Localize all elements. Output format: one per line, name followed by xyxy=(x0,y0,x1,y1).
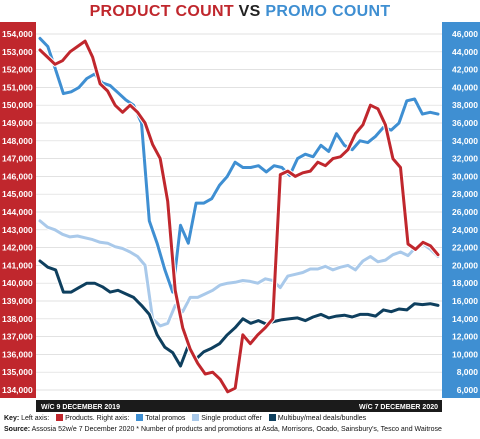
left-axis-tick-label: 141,000 xyxy=(2,260,33,270)
left-axis-tick-label: 149,000 xyxy=(2,118,33,128)
right-axis-tick-label: 12,000 xyxy=(452,332,478,342)
right-axis-tick-label: 14,000 xyxy=(452,314,478,324)
right-axis-tick-label: 20,000 xyxy=(452,260,478,270)
left-axis-tick-label: 142,000 xyxy=(2,243,33,253)
source-label: Source: xyxy=(4,426,31,433)
left-axis-band xyxy=(0,22,36,398)
chart-title: PRODUCT COUNT VS PROMO COUNT xyxy=(0,3,480,21)
x-axis-start-label: W/C 9 DECEMBER 2019 xyxy=(41,404,120,411)
right-axis-tick-label: 44,000 xyxy=(452,47,478,57)
legend-swatch-products xyxy=(56,414,64,421)
right-axis-tick-label: 18,000 xyxy=(452,278,478,288)
left-axis-tick-label: 144,000 xyxy=(2,207,33,217)
left-axis-tick-label: 153,000 xyxy=(2,47,33,57)
right-axis-tick-label: 8,000 xyxy=(457,367,479,377)
left-axis-tick-label: 143,000 xyxy=(2,225,33,235)
series-line-products xyxy=(38,39,440,394)
legend-key-label: Key: xyxy=(4,415,20,422)
title-product-count: PRODUCT COUNT xyxy=(89,3,234,20)
legend-total-promos: Total promos xyxy=(145,415,186,422)
legend-swatch-multibuy xyxy=(268,414,276,421)
title-promo-count: PROMO COUNT xyxy=(265,3,391,20)
source-text: Assosia 52w/e 7 December 2020 * Number o… xyxy=(31,426,442,433)
left-axis-tick-label: 137,000 xyxy=(2,332,33,342)
left-axis-tick-label: 140,000 xyxy=(2,278,33,288)
series-line-multibuy-meal-deals-bundles xyxy=(38,259,440,368)
right-axis-tick-label: 40,000 xyxy=(452,82,478,92)
series-line-single-product-offer xyxy=(38,219,440,328)
legend-products: Products. Right axis: xyxy=(65,415,130,422)
x-axis-end-label: W/C 7 DECEMBER 2020 xyxy=(359,404,438,411)
left-axis-tick-label: 145,000 xyxy=(2,189,33,199)
source-note: Source: Assosia 52w/e 7 December 2020 * … xyxy=(4,425,476,434)
series-line-total-promos xyxy=(38,36,440,294)
right-axis-tick-label: 46,000 xyxy=(452,29,478,39)
left-axis-tick-label: 136,000 xyxy=(2,349,33,359)
right-axis-tick-label: 32,000 xyxy=(452,154,478,164)
right-axis-tick-label: 16,000 xyxy=(452,296,478,306)
right-axis-tick-label: 34,000 xyxy=(452,136,478,146)
title-vs: VS xyxy=(238,3,261,20)
left-axis-tick-label: 148,000 xyxy=(2,136,33,146)
left-axis-tick-label: 154,000 xyxy=(2,29,33,39)
date-band xyxy=(36,400,442,412)
right-axis-tick-label: 30,000 xyxy=(452,171,478,181)
legend-single-offer: Single product offer xyxy=(201,415,262,422)
left-axis-tick-label: 134,000 xyxy=(2,385,33,395)
legend-swatch-total-promos xyxy=(136,414,144,421)
right-axis-band xyxy=(442,22,480,398)
left-axis-tick-label: 150,000 xyxy=(2,100,33,110)
right-axis-tick-label: 36,000 xyxy=(452,118,478,128)
right-axis-tick-label: 10,000 xyxy=(452,349,478,359)
right-axis-tick-label: 22,000 xyxy=(452,243,478,253)
right-axis-tick-label: 42,000 xyxy=(452,65,478,75)
right-axis-tick-label: 26,000 xyxy=(452,207,478,217)
legend-multibuy: Multibuy/meal deals/bundles xyxy=(277,415,367,422)
left-axis-tick-label: 152,000 xyxy=(2,65,33,75)
legend-left-axis: Left axis: xyxy=(21,415,50,422)
left-axis-tick-label: 151,000 xyxy=(2,82,33,92)
legend: Key: Left axis: Products. Right axis: To… xyxy=(4,414,476,423)
left-axis-tick-label: 138,000 xyxy=(2,314,33,324)
right-axis-tick-label: 6,000 xyxy=(457,385,479,395)
right-axis-tick-label: 24,000 xyxy=(452,225,478,235)
left-axis-tick-label: 146,000 xyxy=(2,171,33,181)
left-axis-tick-label: 135,000 xyxy=(2,367,33,377)
right-axis-tick-label: 38,000 xyxy=(452,100,478,110)
legend-swatch-single-offer xyxy=(192,414,200,421)
left-axis-tick-label: 147,000 xyxy=(2,154,33,164)
right-axis-tick-label: 28,000 xyxy=(452,189,478,199)
left-axis-tick-label: 139,000 xyxy=(2,296,33,306)
